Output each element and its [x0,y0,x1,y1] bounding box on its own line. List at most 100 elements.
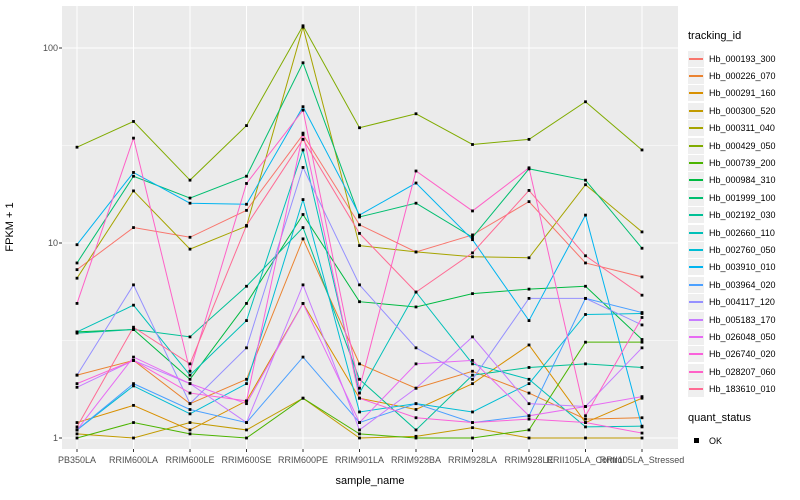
x-tick-label: RRIM928LA [447,455,498,465]
data-point-marker [527,189,531,192]
data-point-marker [640,346,644,350]
data-point-marker [640,395,644,399]
legend-key-icon [688,363,704,380]
data-point-marker [640,275,644,279]
data-point-marker [188,362,192,366]
data-point-marker [301,283,305,287]
data-point-marker [527,287,531,291]
ok-marker-icon [688,433,704,449]
y-tick-label: 100 [42,43,58,53]
x-tick-label: RRIM600LE [165,455,215,465]
data-point-marker [358,428,361,432]
data-point-marker [188,421,192,424]
legend-item: Hb_000193_300 [688,50,798,67]
legend-item: Hb_000226_070 [688,67,798,85]
legend-key-line [689,162,703,165]
legend-item-label: Hb_026048_050 [709,331,776,342]
data-point-marker [301,24,305,28]
legend-item: Hb_000291_160 [688,85,798,102]
data-point-marker [132,136,135,140]
x-tick-label: RRIM600LA [108,455,159,465]
data-point-marker [640,311,644,314]
data-point-marker [132,325,135,329]
data-point-marker [132,403,135,407]
data-point-marker [414,408,418,411]
data-point-marker [301,148,305,152]
data-point-marker [584,417,587,421]
data-point-marker [584,183,587,187]
data-point-marker [132,303,135,307]
data-point-marker [132,189,135,193]
data-point-marker [640,366,644,369]
data-point-marker [132,436,135,440]
data-point-marker [358,391,361,395]
legend-item: Hb_005183_170 [688,311,798,328]
data-point-marker [245,421,248,424]
data-point-marker [188,382,192,386]
legend-item-label: Hb_026740_020 [709,349,776,360]
x-tick-label: RRII105LA_Stressed [599,455,685,465]
legend-key-line [689,335,703,338]
data-point-marker [301,131,305,135]
legend-key-line [689,92,703,95]
legend-item: Hb_026740_020 [688,346,798,363]
legend-key-icon [688,346,704,363]
legend-item: Hb_002192_030 [688,207,798,224]
data-point-marker [188,335,192,339]
data-point-marker [640,230,644,234]
data-point-marker [75,436,79,440]
legend-item-label: Hb_001999_100 [709,192,776,203]
data-point-marker [301,355,305,359]
data-point-marker [527,414,531,418]
legend-key-line [689,57,703,60]
data-point-marker [527,137,531,141]
data-point-marker [132,382,135,386]
data-point-marker [414,362,418,366]
legend-item-label: Hb_005183_170 [709,314,776,325]
data-point-marker [414,201,418,205]
data-point-marker [584,313,587,316]
data-point-marker [527,319,531,322]
legend-key-icon [688,207,704,224]
data-point-marker [75,432,79,436]
data-point-marker [75,373,79,377]
data-point-marker [471,362,474,366]
data-point-marker [527,402,531,406]
legend-item: Hb_000429_050 [688,137,798,154]
legend-key-line [689,248,703,251]
data-point-marker [414,416,418,420]
data-point-marker [584,178,587,182]
data-point-marker [414,346,418,350]
data-point-marker [414,181,418,185]
data-point-marker [358,244,361,247]
data-point-marker [414,305,418,309]
data-point-marker [301,198,305,201]
legend-key-icon [688,241,704,258]
legend-key-icon [688,137,704,154]
data-point-marker [358,300,361,304]
data-point-marker [358,215,361,219]
data-point-marker [188,178,192,182]
data-point-marker [301,61,305,65]
legend-item-label: Hb_003910_010 [709,262,776,273]
legend-key-icon [688,381,704,398]
data-point-marker [188,408,192,411]
data-point-marker [132,226,135,229]
data-point-marker [245,182,248,185]
data-point-marker [414,386,418,390]
data-point-marker [358,223,361,227]
data-point-marker [584,405,587,408]
data-point-marker [471,421,474,424]
legend-item-label: Hb_000291_160 [709,88,776,99]
legend-item: Hb_001999_100 [688,189,798,206]
legend-item-label: Hb_000300_520 [709,105,776,116]
legend-key-icon [688,224,704,241]
data-point-marker [584,436,587,440]
data-point-marker [358,432,361,436]
data-point-marker [245,174,248,178]
legend-item: Hb_002760_050 [688,241,798,258]
data-point-marker [640,316,644,319]
data-point-marker [640,396,644,400]
data-point-marker [358,421,361,424]
